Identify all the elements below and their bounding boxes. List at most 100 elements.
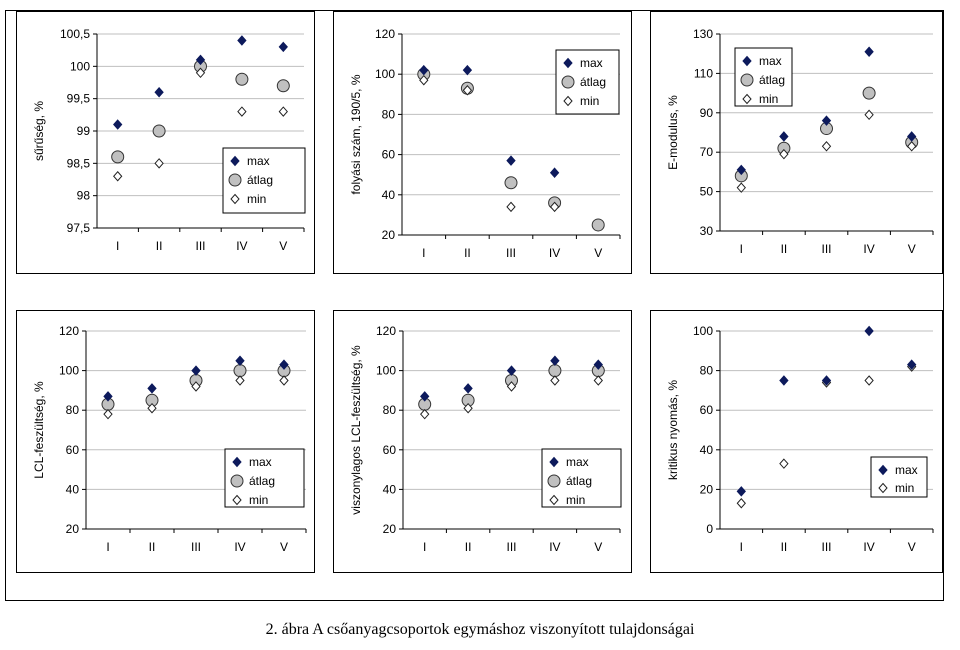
data-point-átlag — [152, 124, 166, 138]
x-tick-label: V — [280, 540, 288, 554]
y-tick-label: 20 — [700, 482, 714, 496]
y-tick-label: 120 — [59, 324, 79, 338]
legend-label: átlag — [759, 73, 785, 87]
data-point-max — [779, 131, 789, 142]
legend-marker-min — [563, 95, 573, 107]
y-tick-label: 70 — [700, 145, 714, 159]
y-tick-label: 80 — [383, 403, 397, 417]
y-tick-label: 90 — [700, 106, 714, 120]
legend-label: max — [566, 455, 589, 469]
legend-label: min — [566, 493, 585, 507]
data-point-min — [237, 106, 247, 117]
data-point-max — [736, 486, 746, 497]
data-point-max — [506, 155, 516, 166]
data-point-min — [864, 375, 874, 386]
data-point-min — [463, 402, 473, 414]
x-tick-label: IV — [234, 540, 245, 554]
legend-marker-min — [878, 482, 888, 494]
data-point-max — [191, 365, 201, 376]
data-point-max — [549, 167, 560, 178]
data-point-min — [419, 74, 429, 86]
legend-marker-max — [563, 57, 573, 69]
data-point-max — [419, 64, 429, 76]
data-point-átlag — [233, 364, 247, 378]
x-tick-label: III — [506, 540, 516, 554]
data-point-max — [864, 325, 874, 337]
x-tick-label: IV — [549, 540, 560, 554]
data-point-min — [154, 158, 164, 169]
legend-marker-átlag — [547, 474, 561, 488]
legend-marker-max — [549, 456, 559, 468]
data-point-max — [154, 86, 164, 98]
data-point-max — [593, 359, 603, 370]
y-tick-label: 100 — [375, 67, 395, 81]
y-axis-title: E-modulus, % — [666, 95, 680, 170]
legend-label: átlag — [249, 474, 275, 488]
data-point-max — [103, 391, 113, 402]
y-tick-label: 40 — [383, 482, 397, 496]
x-tick-label: I — [116, 239, 119, 253]
x-tick-label: IV — [863, 540, 874, 554]
y-tick-label: 100 — [376, 364, 396, 378]
x-tick-label: III — [195, 239, 205, 253]
legend-label: min — [759, 92, 778, 106]
y-tick-label: 50 — [700, 185, 714, 199]
x-tick-label: IV — [236, 239, 247, 253]
legend-marker-max — [878, 464, 888, 476]
y-tick-label: 97,5 — [67, 221, 91, 235]
legend-marker-átlag — [228, 173, 242, 187]
x-tick-label: II — [465, 540, 472, 554]
data-point-max — [907, 131, 917, 142]
legend-marker-átlag — [740, 73, 754, 87]
data-point-átlag — [235, 72, 249, 86]
y-axis-title: LCL-feszültség, % — [32, 381, 46, 479]
chart-panel-e-modulus: 30 50 70 90 110 130 I II III IV V E-modulus, % max át… — [650, 11, 943, 274]
data-point-min — [279, 375, 289, 386]
data-point-min — [103, 408, 113, 420]
legend-marker-min — [230, 193, 240, 205]
x-tick-label: II — [464, 246, 471, 260]
x-tick-label: III — [821, 540, 831, 554]
data-point-max — [736, 164, 746, 176]
y-tick-label: 99 — [77, 124, 91, 138]
legend-marker-max — [232, 456, 242, 468]
y-tick-label: 120 — [375, 27, 395, 41]
legend-label: min — [580, 94, 599, 108]
data-point-max — [420, 391, 430, 402]
y-tick-label: 100 — [59, 364, 79, 378]
y-tick-label: 30 — [700, 224, 714, 238]
y-tick-label: 60 — [382, 148, 396, 162]
legend-label: átlag — [580, 75, 606, 89]
data-point-átlag — [276, 79, 290, 93]
y-tick-label: 60 — [66, 443, 80, 457]
data-point-min — [736, 498, 746, 509]
legend-marker-min — [742, 93, 752, 105]
y-tick-label: 40 — [66, 482, 80, 496]
x-tick-label: II — [149, 540, 156, 554]
y-tick-label: 100 — [70, 59, 90, 73]
legend-label: min — [249, 493, 268, 507]
legend-label: max — [580, 56, 603, 70]
y-tick-label: 120 — [376, 324, 396, 338]
data-point-max — [235, 355, 245, 366]
legend-marker-min — [549, 494, 559, 506]
data-point-max — [278, 41, 288, 53]
legend-marker-átlag — [561, 75, 575, 89]
x-tick-label: V — [908, 540, 916, 554]
y-tick-label: 130 — [693, 27, 713, 41]
data-point-min — [821, 141, 832, 152]
y-tick-label: 60 — [700, 403, 714, 417]
x-tick-label: I — [740, 540, 743, 554]
y-tick-label: 99,5 — [67, 92, 91, 106]
data-point-átlag — [504, 176, 518, 190]
x-tick-label: III — [821, 242, 831, 256]
data-point-min — [506, 381, 517, 392]
data-point-max — [237, 35, 247, 46]
x-tick-label: I — [422, 246, 425, 260]
